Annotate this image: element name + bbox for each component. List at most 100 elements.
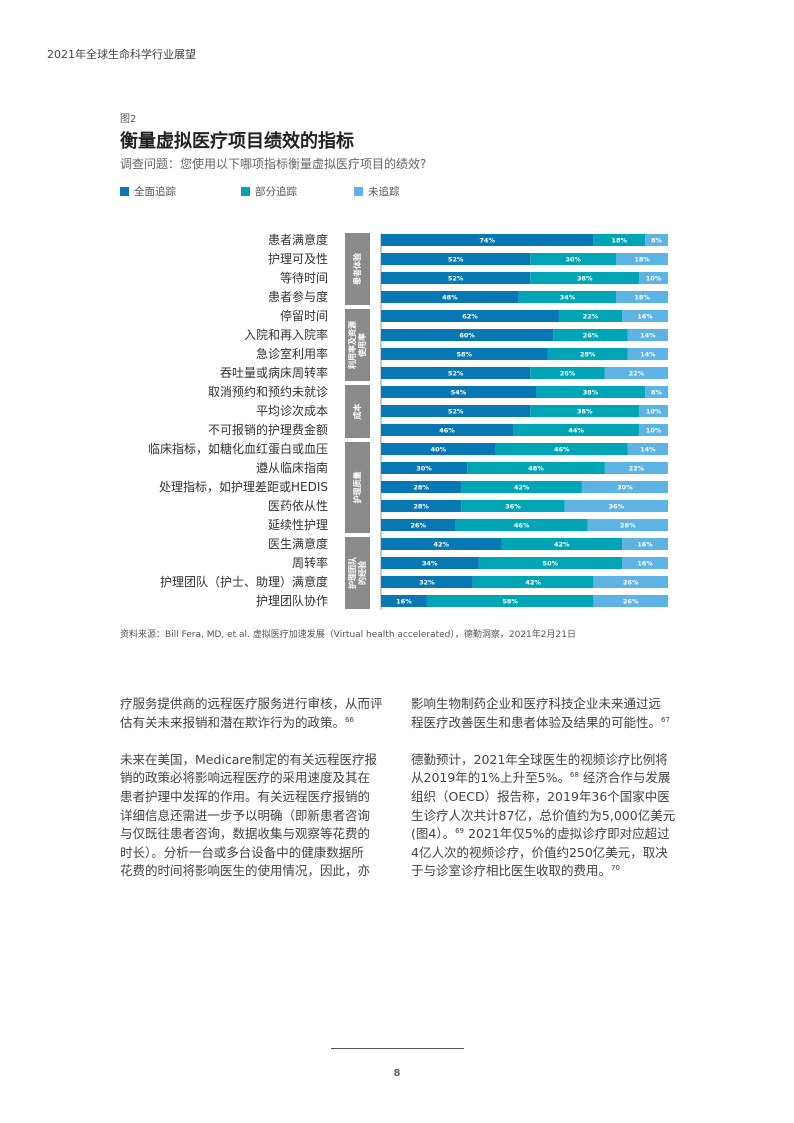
text-line: 估有关未来报销和潜在欺诈行为的政策。66 [120,714,410,733]
group-label: 患者体验 [352,252,362,285]
text-run: 疗服务提供商的远程医疗服务进行审核，从而评 [120,696,383,711]
row-label: 患者参与度 [268,289,328,304]
paragraph: 未来在美国，Medicare制定的有关远程医疗报 销的政策必将影响远程医疗的采用速… [120,751,410,881]
text-run: 4亿人次的视频诊疗，价值约250亿美元，取决 [411,844,668,860]
data-label: 10% [646,408,662,416]
bar-segment [639,272,668,284]
group-box [345,442,370,533]
data-label: 52% [448,370,464,378]
text-line: 销的政策必将影响远程医疗的采用速度及其在 [120,769,410,788]
row-label: 平均诊次成本 [256,404,328,418]
text-line: 与仅既往患者咨询，数据收集与观察等花费的 [120,825,410,844]
text-line: 生诊疗人次共计87亿，总价值约为5,000亿美元 [411,807,701,826]
data-label: 26% [560,370,576,378]
data-label: 30% [566,256,582,264]
row-label: 不可报销的护理费金额 [208,422,328,437]
data-label: 10% [646,275,662,283]
group-box [345,385,370,438]
bar-segment [472,576,594,588]
data-label: 14% [640,332,656,340]
text-line: 时长）。分析一台或多台设备中的健康数据所 [120,844,410,863]
bar-segment [518,291,617,303]
stacked-bar-chart: 患者满意度 74% 18% 8% 护理可及性 52% 30% 18% 等待时间 52% 38% 10%… [148,232,668,610]
bar-segment [381,557,479,569]
bar-segment [593,576,668,588]
legend-label: 未追踪 [368,186,400,198]
data-label: 18% [634,256,650,264]
text-line: 从2019年的1%上升至5%。68 经济合作与发展 [411,769,701,788]
data-label: 42% [433,541,449,549]
data-label: 8% [651,237,663,245]
text-run: 2021年仅5%的虚拟诊疗即对应超过 [464,826,670,842]
data-label: 8% [651,389,663,397]
footnote-ref: 70 [611,864,620,873]
bar-segment [495,443,628,455]
bar-segment [467,462,605,474]
data-label: 46% [514,522,530,530]
figure-number: 图2 [120,114,137,125]
data-label: 22% [583,313,599,321]
bar-segment [616,291,668,303]
data-label: 48% [442,294,458,302]
row-label: 吞吐量或病床周转率 [220,365,328,380]
bar-segment [478,557,623,569]
figure-title: 衡量虚拟医疗项目绩效的指标 [120,131,354,152]
body-column-left: 疗服务提供商的远程医疗服务进行审核，从而评估有关未来报销和潜在欺诈行为的政策。6… [120,695,410,900]
data-label: 46% [554,446,570,454]
page-number: 8 [393,1068,401,1079]
footnote-ref: 68 [569,771,579,780]
row-label: 护理团队（护士、助理）满意度 [160,574,328,589]
bar-segment [530,253,617,265]
data-label: 36% [505,503,521,511]
data-label: 28% [620,522,636,530]
row-label: 延续性护理 [268,518,328,532]
data-label: 16% [637,541,653,549]
bar-segment [501,538,623,550]
text-run: 组织（OECD）报告称，2019年36个国家中医 [411,788,670,804]
bar-segment [622,557,668,569]
data-label: 28% [580,351,596,359]
bar-segment [530,367,605,379]
text-line: 详细信息还需进一步予以明确（即新患者咨询 [120,807,410,826]
data-label: 34% [422,560,438,568]
data-label: 16% [396,598,412,606]
text-run: 经济合作与发展 [578,770,671,786]
bar-segment [381,348,548,360]
data-label: 52% [448,408,464,416]
footnote-ref: 66 [345,715,354,724]
row-label: 停留时间 [280,308,328,323]
group-label: 的经验 [357,560,367,585]
data-label: 30% [617,484,633,492]
text-run: 时长）。分析一台或多台设备中的健康数据所 [120,844,364,860]
bar-segment [616,253,668,265]
text-run: 于与诊室诊疗相比医生收取的费用。 [411,863,612,879]
bar-segment [558,310,623,322]
group-label: 成本 [352,404,362,420]
figure-source: 资料来源：Bill Fera, MD, et al. 虚拟医疗加速发展（Virt… [120,630,576,640]
bar-segment [381,500,462,512]
data-label: 58% [502,598,518,606]
bar-segment [645,386,668,398]
bar-segment [639,405,668,417]
text-line: (图4）。69 2021年仅5%的虚拟诊疗即对应超过 [411,825,701,844]
text-line: 患者护理中发挥的作用。有关远程医疗报销的 [120,788,410,807]
text-run: 销的政策必将影响远程医疗的采用速度及其在 [120,770,371,786]
row-label: 入院和再入院率 [244,327,328,342]
text-line: 4亿人次的视频诊疗，价值约250亿美元，取决 [411,844,701,863]
text-run: 与仅既往患者咨询，数据收集与观察等花费的 [120,826,371,842]
bar-segment [381,443,496,455]
legend-item-partial: 部分追踪 [241,184,297,199]
text-run: 德勤预计，2021年全球医生的视频诊疗比例将 [411,751,668,767]
data-label: 14% [640,446,656,454]
data-label: 60% [459,332,475,340]
text-run: (图4）。 [411,826,456,842]
data-label: 42% [525,579,541,587]
data-label: 14% [640,351,656,359]
bar-segment [381,519,456,531]
legend-swatch [241,187,250,196]
bar-segment [381,234,594,246]
bar-segment [553,329,628,341]
bar-segment [535,386,646,398]
text-line: 于与诊室诊疗相比医生收取的费用。70 [411,862,701,881]
group-label: 护理质量 [352,472,362,504]
